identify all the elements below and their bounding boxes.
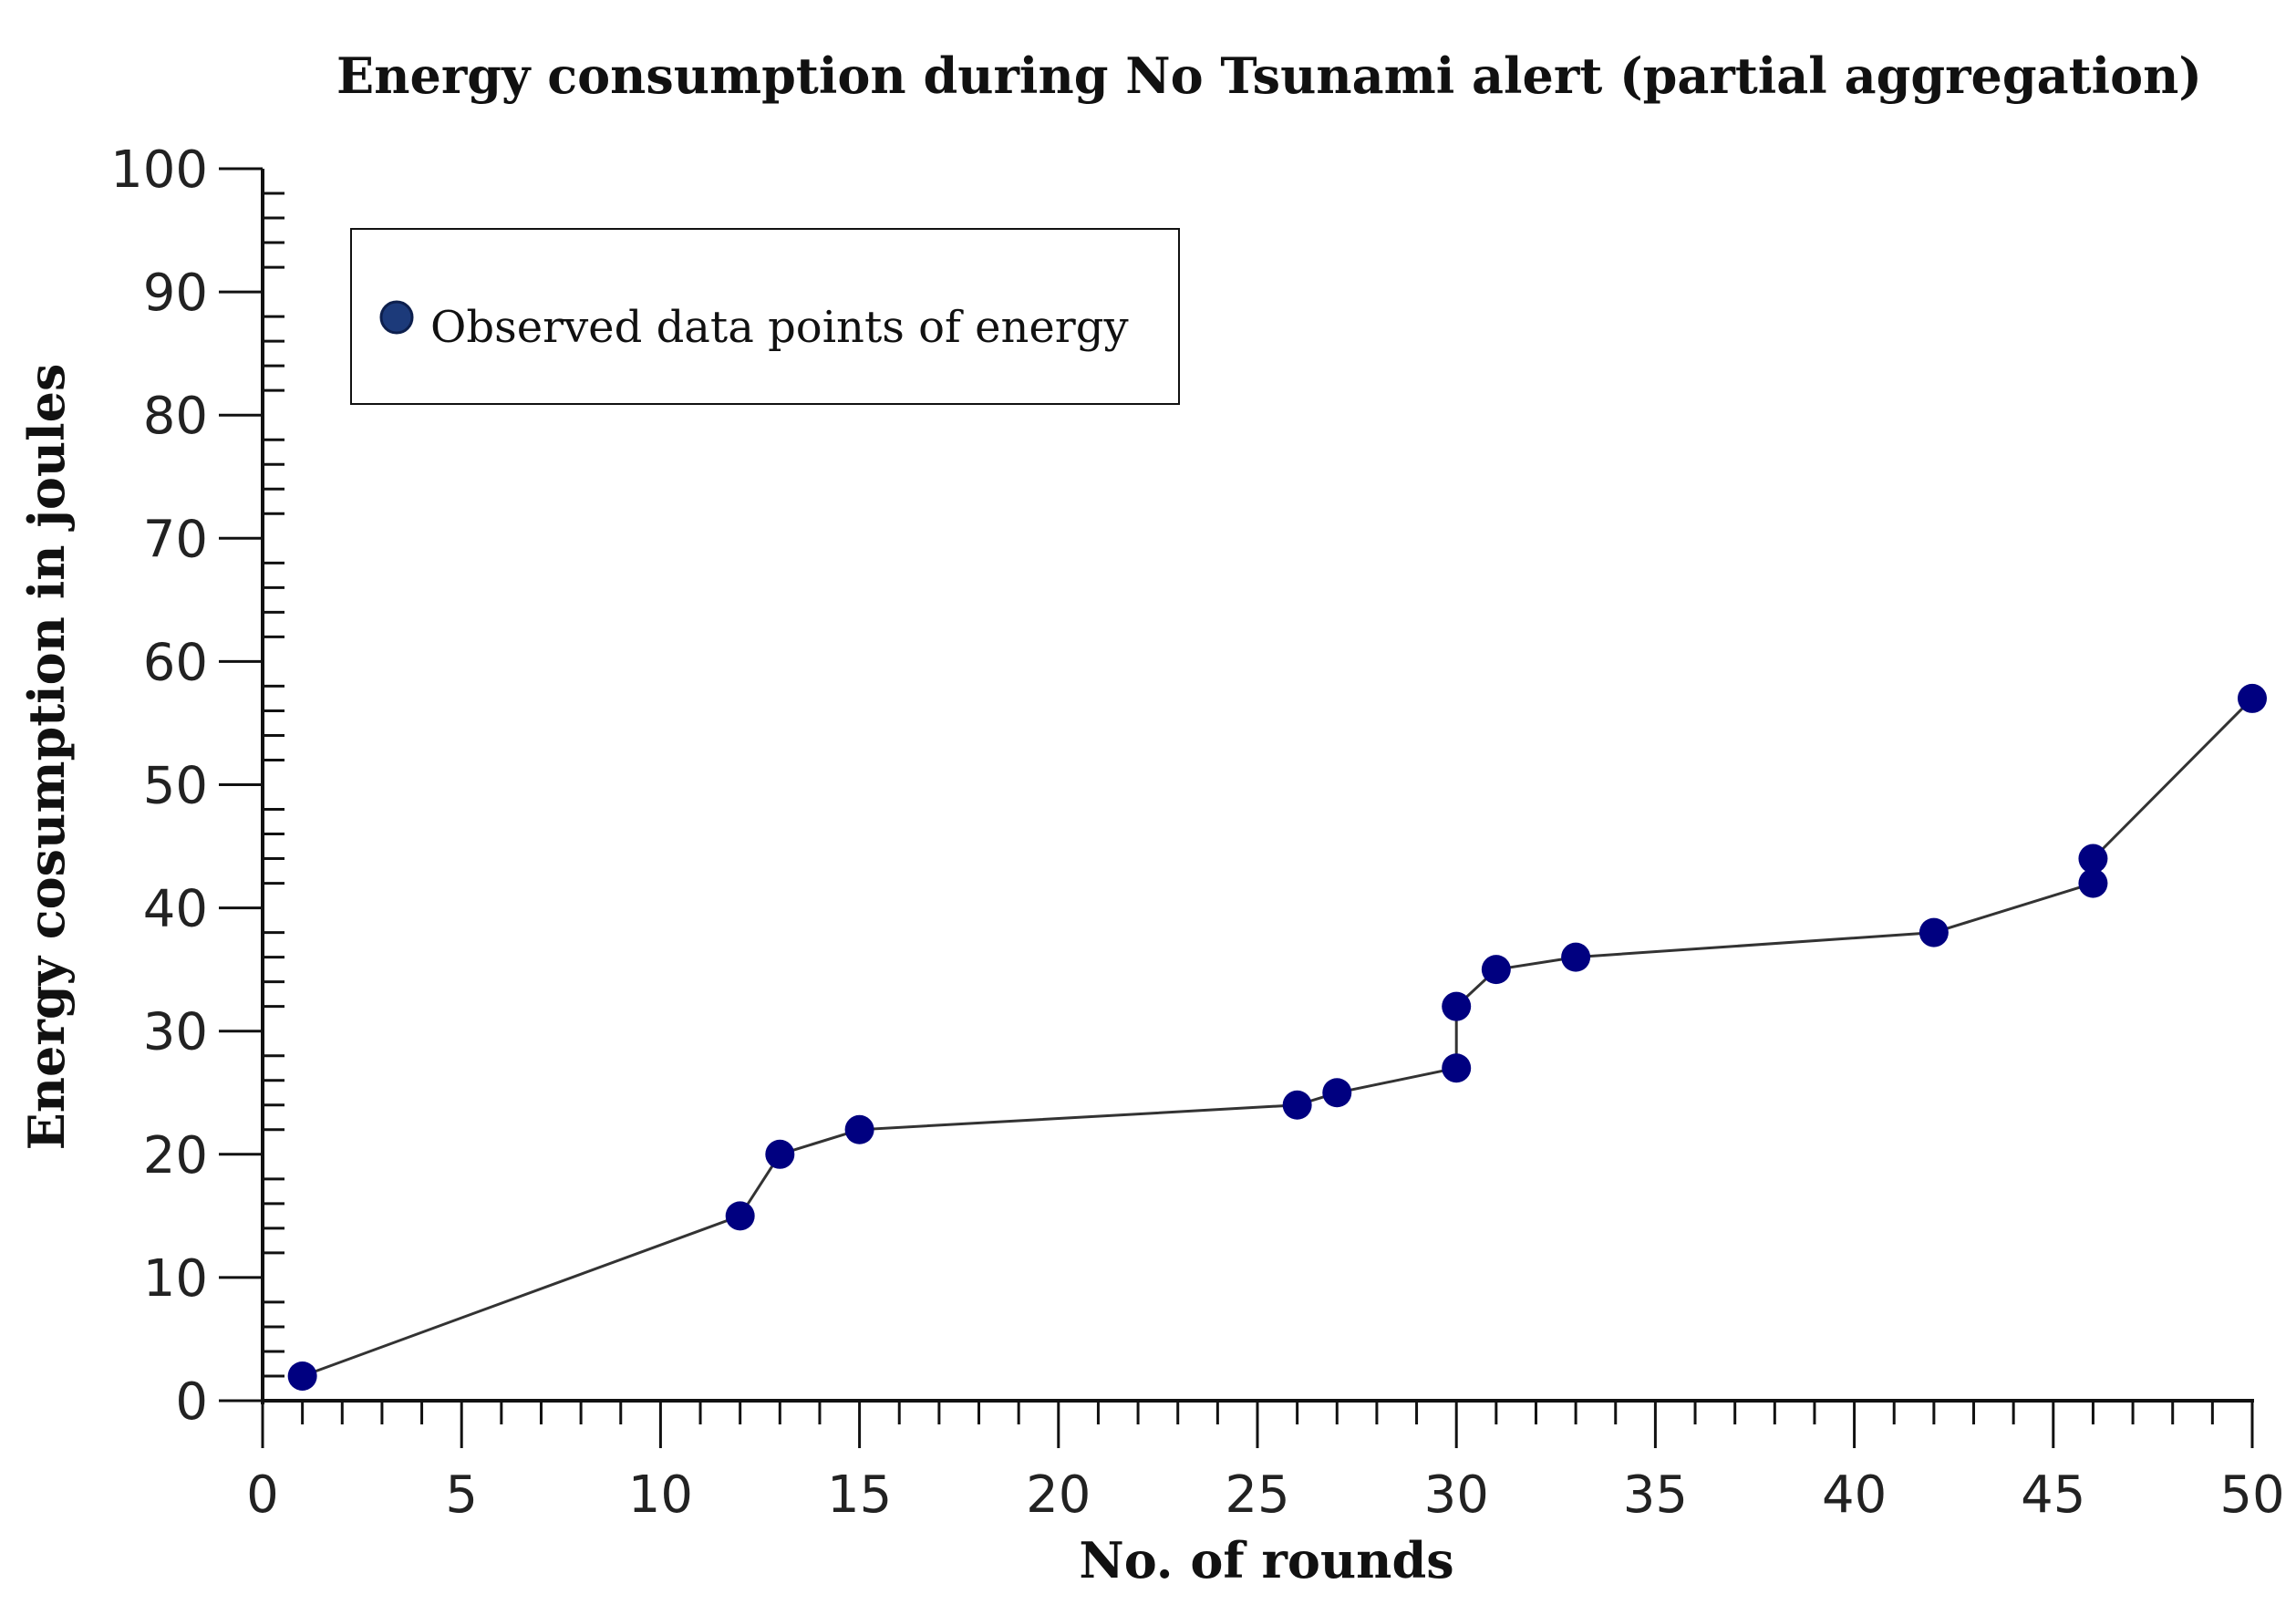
x-tick-label: 15 — [827, 1465, 892, 1525]
y-tick-label: 80 — [143, 387, 208, 446]
x-tick-label: 20 — [1026, 1465, 1091, 1525]
y-tick-label: 30 — [143, 1003, 208, 1062]
x-tick-label: 50 — [2219, 1465, 2284, 1525]
ticks: 0 10 20 30 40 50 60 70 80 90 100 0 5 10 15 20 25 30 35 40 45… — [110, 140, 2285, 1525]
y-tick-label: 100 — [110, 140, 208, 200]
chart-title: Energy consumption during No Tsunami ale… — [336, 47, 2202, 105]
x-axis-title: No. of rounds — [1079, 1531, 1453, 1589]
y-tick-label: 70 — [143, 510, 208, 569]
data-point — [287, 1361, 317, 1391]
x-tick-label: 30 — [1424, 1465, 1489, 1525]
y-tick-label: 10 — [143, 1249, 208, 1309]
series-line-path — [302, 697, 2254, 1378]
data-point — [1442, 991, 1472, 1021]
data-point — [2078, 844, 2108, 874]
legend-marker — [379, 300, 414, 335]
x-tick-label: 40 — [1822, 1465, 1887, 1525]
y-tick-label: 40 — [143, 880, 208, 939]
data-point — [725, 1201, 755, 1231]
y-tick-label: 50 — [143, 757, 208, 816]
y-tick-label: 60 — [143, 633, 208, 692]
y-tick-label: 0 — [175, 1372, 208, 1432]
data-point — [1481, 955, 1511, 985]
data-point — [1919, 917, 1949, 947]
x-tick-label: 10 — [628, 1465, 693, 1525]
series-line — [302, 697, 2254, 1378]
x-tick-label: 25 — [1225, 1465, 1289, 1525]
x-tick-label: 35 — [1623, 1465, 1688, 1525]
data-point — [2078, 868, 2108, 898]
data-point — [1282, 1090, 1312, 1120]
data-points — [287, 683, 2267, 1391]
legend-box — [350, 228, 1180, 405]
data-point — [1322, 1078, 1352, 1108]
data-point — [2238, 683, 2267, 713]
data-point — [1561, 942, 1591, 972]
legend-label: Observed data points of energy — [430, 302, 1129, 353]
x-tick-label: 0 — [246, 1465, 279, 1525]
y-tick-label: 90 — [143, 264, 208, 323]
data-point — [765, 1139, 795, 1169]
data-point — [844, 1114, 874, 1144]
data-point — [1442, 1053, 1472, 1083]
y-tick-label: 20 — [143, 1126, 208, 1185]
y-axis-title: Energy cosumption in joules — [17, 364, 76, 1151]
x-tick-label: 5 — [445, 1465, 478, 1525]
legend: Observed data points of energy — [350, 228, 1180, 405]
x-tick-label: 45 — [2021, 1465, 2085, 1525]
